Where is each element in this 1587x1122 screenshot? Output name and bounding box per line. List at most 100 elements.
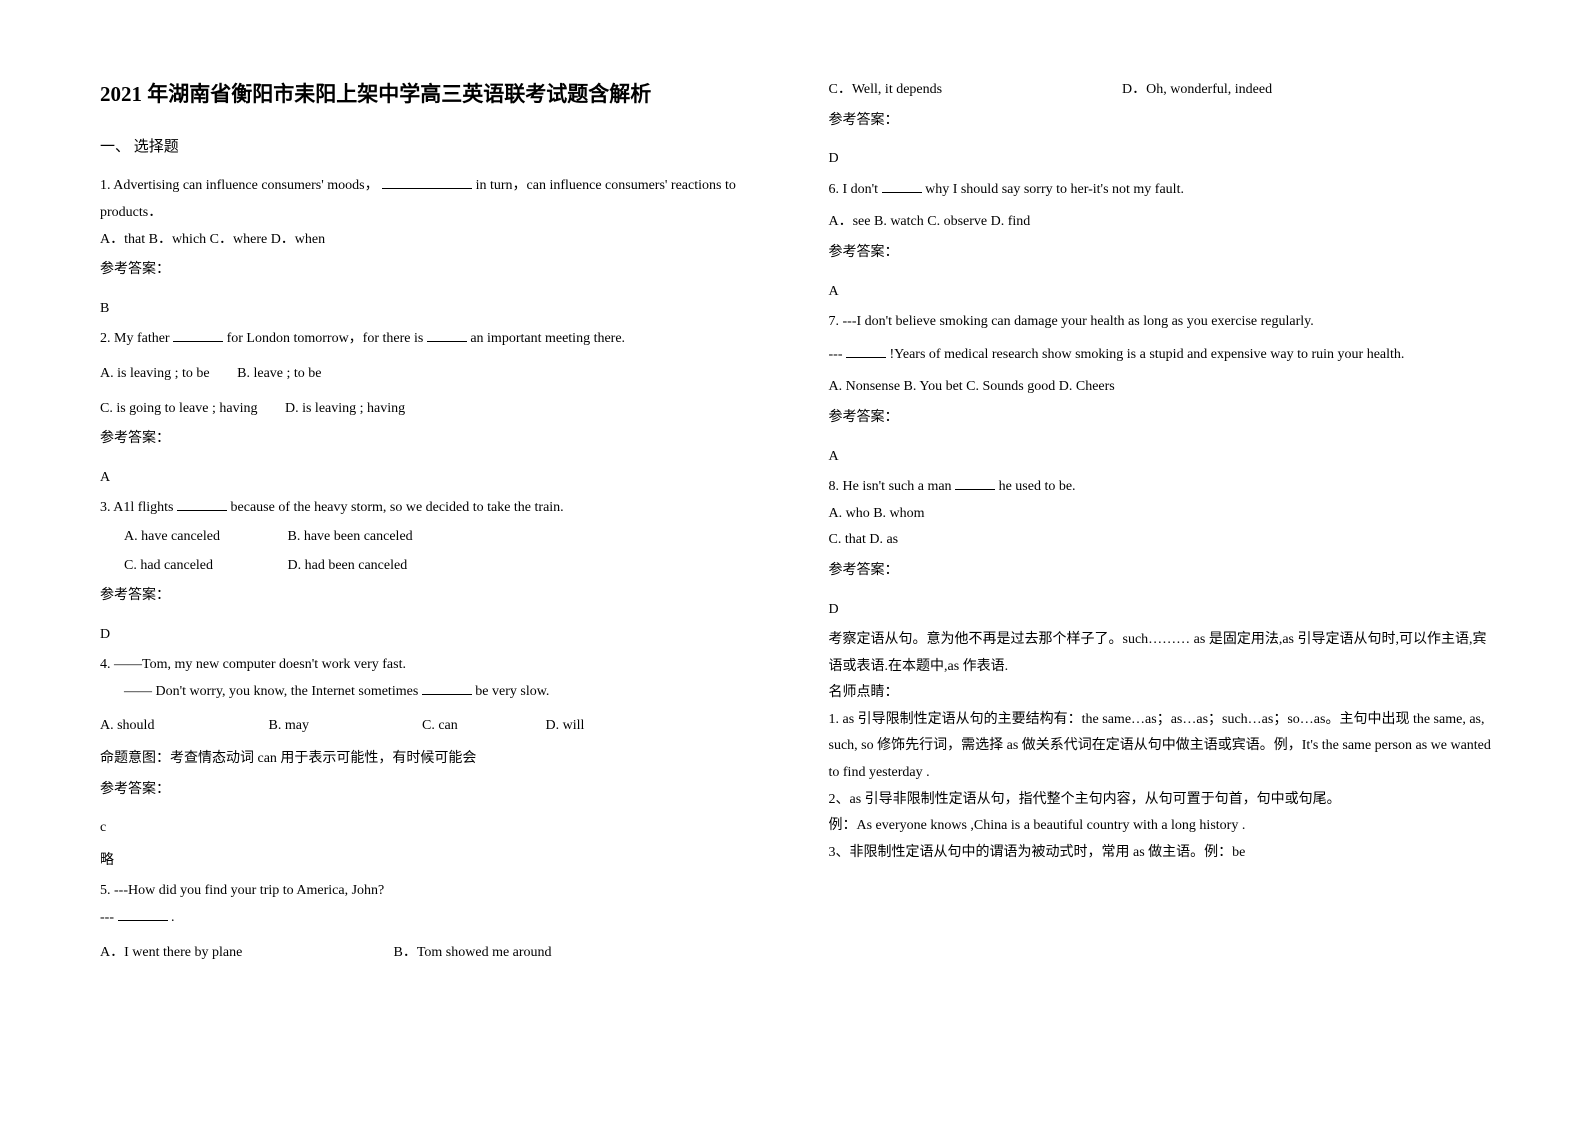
q8-tip2: 2、as 引导非限制性定语从句，指代整个主句内容，从句可置于句首，句中或句尾。 xyxy=(829,787,1498,814)
answer-label: 参考答案： xyxy=(100,777,759,804)
q8-optsB: C. that D. as xyxy=(829,527,1498,554)
q4-optB: B. may xyxy=(269,713,419,740)
answer-label: 参考答案： xyxy=(100,426,759,453)
q2-blank1 xyxy=(173,328,223,342)
q4-options: A. should B. may C. can D. will xyxy=(100,713,759,740)
q5-line1: 5. ---How did you find your trip to Amer… xyxy=(100,878,759,905)
q7-line1: 7. ---I don't believe smoking can damage… xyxy=(829,309,1498,336)
q1-options: A．that B．which C．where D．when xyxy=(100,227,759,254)
q2-text-c: an important meeting there. xyxy=(470,331,625,346)
q3-text-b: because of the heavy storm, so we decide… xyxy=(231,500,564,515)
section-heading: 一、 选择题 xyxy=(100,133,759,162)
q8-tip3: 3、非限制性定语从句中的谓语为被动式时，常用 as 做主语。例：be xyxy=(829,840,1498,867)
q5-optA: A．I went there by plane xyxy=(100,940,390,967)
answer-label: 参考答案： xyxy=(829,558,1498,585)
q5-line2a: --- xyxy=(100,910,114,925)
q6-options: A．see B. watch C. observe D. find xyxy=(829,209,1498,236)
question-3: 3. A1l flights because of the heavy stor… xyxy=(100,495,759,648)
q1-blank xyxy=(382,175,472,189)
q8-stem: 8. He isn't such a man he used to be. xyxy=(829,474,1498,501)
exam-title: 2021 年湖南省衡阳市耒阳上架中学高三英语联考试题含解析 xyxy=(100,75,759,115)
q4-optD: D. will xyxy=(546,718,585,733)
q4-line2: —— Don't worry, you know, the Internet s… xyxy=(100,679,759,706)
q2-text-b: for London tomorrow，for there is xyxy=(227,331,424,346)
q4-optA: A. should xyxy=(100,713,265,740)
q4-note: 略 xyxy=(100,848,759,875)
q8-optsA: A. who B. whom xyxy=(829,501,1498,528)
q7-answer: A xyxy=(829,444,1498,471)
q5-optC: C．Well, it depends xyxy=(829,77,1119,104)
question-1: 1. Advertising can influence consumers' … xyxy=(100,173,759,322)
q2-optA: A. is leaving ; to be xyxy=(100,361,210,388)
q4-answer: c xyxy=(100,815,759,842)
question-8: 8. He isn't such a man he used to be. A.… xyxy=(829,474,1498,866)
q4-line2a: —— Don't worry, you know, the Internet s… xyxy=(124,684,422,699)
q3-optA: A. have canceled xyxy=(124,524,284,551)
q2-options-row2: C. is going to leave ; having D. is leav… xyxy=(100,396,759,423)
q8-text-b: he used to be. xyxy=(999,479,1076,494)
q1-text-a: 1. Advertising can influence consumers' … xyxy=(100,178,379,193)
q3-text-a: 3. A1l flights xyxy=(100,500,177,515)
q8-explain1: 考察定语从句。意为他不再是过去那个样子了。such……… as 是固定用法,as… xyxy=(829,627,1498,680)
question-6: 6. I don't why I should say sorry to her… xyxy=(829,177,1498,305)
q6-stem: 6. I don't why I should say sorry to her… xyxy=(829,177,1498,204)
q1-answer: B xyxy=(100,296,759,323)
q2-optD: D. is leaving ; having xyxy=(285,396,405,423)
q2-answer: A xyxy=(100,465,759,492)
q3-optB: B. have been canceled xyxy=(288,529,413,544)
q5-answer: D xyxy=(829,146,1498,173)
answer-label: 参考答案： xyxy=(829,240,1498,267)
q6-text-a: 6. I don't xyxy=(829,182,879,197)
q5-options-row2: C．Well, it depends D．Oh, wonderful, inde… xyxy=(829,77,1498,104)
q3-blank xyxy=(177,497,227,511)
q4-blank xyxy=(422,681,472,695)
q6-text-b: why I should say sorry to her-it's not m… xyxy=(925,182,1184,197)
q5-optD: D．Oh, wonderful, indeed xyxy=(1122,82,1272,97)
question-5-cont: C．Well, it depends D．Oh, wonderful, inde… xyxy=(829,77,1498,173)
q5-line2b: . xyxy=(171,910,175,925)
q6-answer: A xyxy=(829,279,1498,306)
q4-line1: 4. ——Tom, my new computer doesn't work v… xyxy=(100,652,759,679)
q7-blank xyxy=(846,344,886,358)
q3-answer: D xyxy=(100,622,759,649)
q4-optC: C. can xyxy=(422,713,542,740)
q8-text-a: 8. He isn't such a man xyxy=(829,479,956,494)
q2-optC: C. is going to leave ; having xyxy=(100,396,257,423)
q3-optD: D. had been canceled xyxy=(288,558,408,573)
q3-optC: C. had canceled xyxy=(124,553,284,580)
q5-blank xyxy=(118,907,168,921)
q2-optB: B. leave ; to be xyxy=(237,361,321,388)
q2-stem: 2. My father for London tomorrow，for the… xyxy=(100,326,759,353)
q2-blank2 xyxy=(427,328,467,342)
q1-stem: 1. Advertising can influence consumers' … xyxy=(100,173,759,226)
q8-blank xyxy=(955,476,995,490)
q3-options-row2: C. had canceled D. had been canceled xyxy=(100,553,759,580)
q8-tip-label: 名师点睛： xyxy=(829,680,1498,707)
q3-options-row1: A. have canceled B. have been canceled xyxy=(100,524,759,551)
q7-line2a: --- xyxy=(829,347,843,362)
answer-label: 参考答案： xyxy=(100,583,759,610)
q8-answer: D xyxy=(829,597,1498,624)
q3-stem: 3. A1l flights because of the heavy stor… xyxy=(100,495,759,522)
q7-line2: --- !Years of medical research show smok… xyxy=(829,342,1498,369)
question-4: 4. ——Tom, my new computer doesn't work v… xyxy=(100,652,759,874)
q6-blank xyxy=(882,179,922,193)
q4-explain: 命题意图：考查情态动词 can 用于表示可能性，有时候可能会 xyxy=(100,746,759,773)
right-column: C．Well, it depends D．Oh, wonderful, inde… xyxy=(799,75,1498,1092)
q2-text-a: 2. My father xyxy=(100,331,173,346)
answer-label: 参考答案： xyxy=(829,405,1498,432)
q8-tip2b: 例：As everyone knows ,China is a beautifu… xyxy=(829,813,1498,840)
answer-label: 参考答案： xyxy=(829,108,1498,135)
left-column: 2021 年湖南省衡阳市耒阳上架中学高三英语联考试题含解析 一、 选择题 1. … xyxy=(100,75,799,1092)
q2-options-row1: A. is leaving ; to be B. leave ; to be xyxy=(100,361,759,388)
q7-options: A. Nonsense B. You bet C. Sounds good D.… xyxy=(829,374,1498,401)
q5-options-row1: A．I went there by plane B．Tom showed me … xyxy=(100,940,759,967)
q8-tip1: 1. as 引导限制性定语从句的主要结构有：the same…as；as…as；… xyxy=(829,707,1498,787)
q5-optB: B．Tom showed me around xyxy=(394,945,552,960)
q5-line2: --- . xyxy=(100,905,759,932)
answer-label: 参考答案： xyxy=(100,257,759,284)
question-7: 7. ---I don't believe smoking can damage… xyxy=(829,309,1498,470)
question-2: 2. My father for London tomorrow，for the… xyxy=(100,326,759,491)
question-5: 5. ---How did you find your trip to Amer… xyxy=(100,878,759,966)
q4-line2b: be very slow. xyxy=(475,684,549,699)
